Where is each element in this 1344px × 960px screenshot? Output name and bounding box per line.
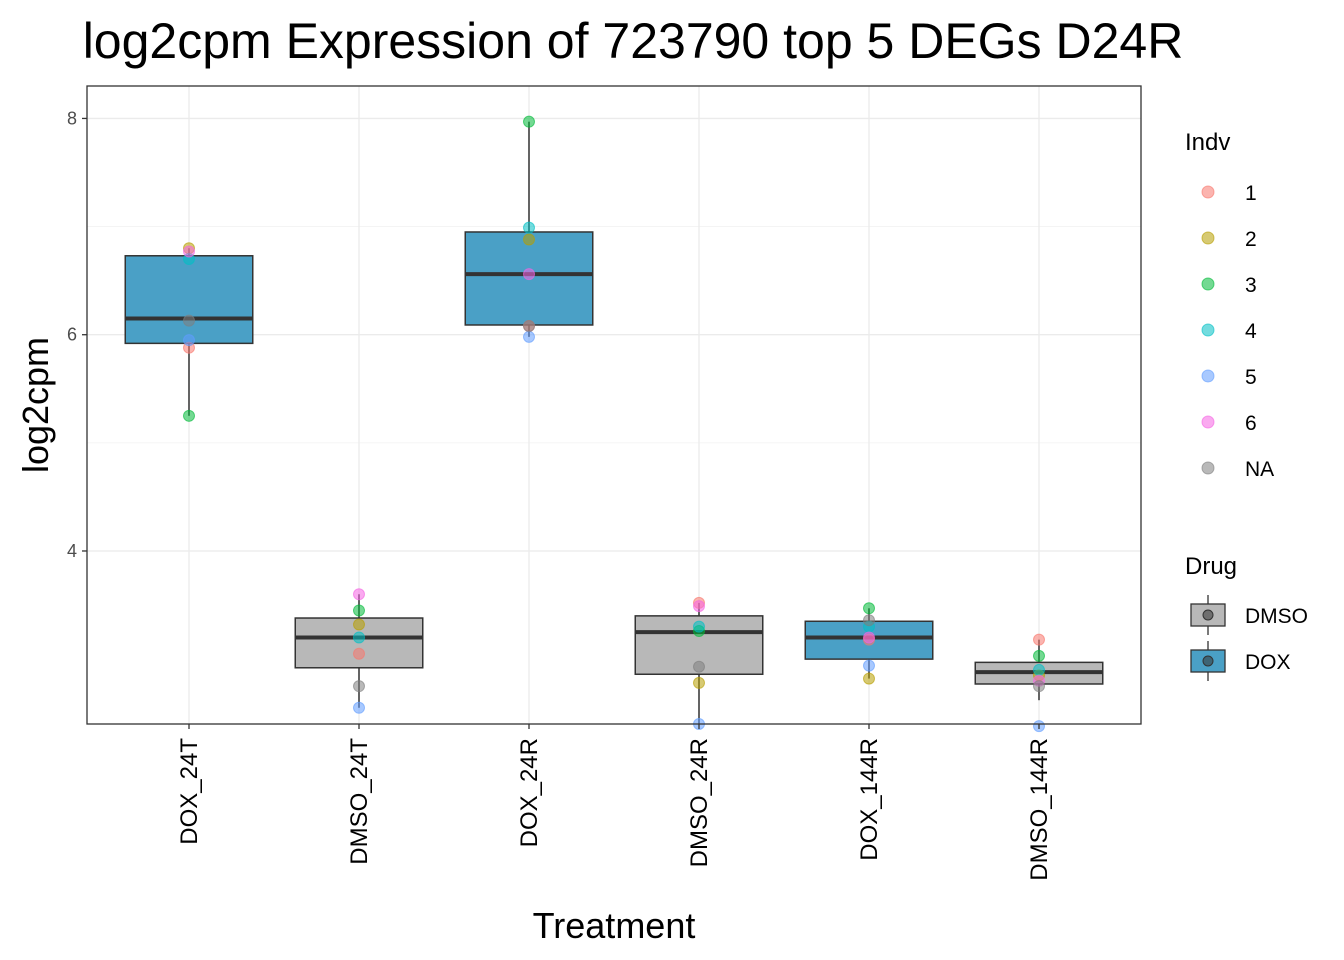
x-tick-label: DOX_24R xyxy=(516,738,543,847)
y-tick-label: 8 xyxy=(67,108,77,128)
legend-indv-label: NA xyxy=(1245,458,1274,481)
point-indv-6 xyxy=(523,268,535,281)
point-indv-1 xyxy=(1033,633,1045,646)
point-indv-4 xyxy=(693,620,705,633)
legend-indv-key xyxy=(1201,231,1215,245)
legend-indv-label: 4 xyxy=(1245,320,1257,343)
point-indv-4 xyxy=(1033,663,1045,676)
point-indv-NA xyxy=(693,660,705,673)
legend-indv-key xyxy=(1201,185,1215,199)
point-indv-2 xyxy=(523,233,535,246)
boxplot-layer xyxy=(124,121,1104,724)
legend-indv-key xyxy=(1201,369,1215,383)
point-indv-6 xyxy=(693,600,705,613)
point-indv-3 xyxy=(1033,649,1045,662)
x-tick-label: DMSO_24R xyxy=(686,738,713,867)
legend-drug-point xyxy=(1202,655,1214,667)
box-DOX_24T xyxy=(124,255,254,345)
point-indv-3 xyxy=(863,602,875,615)
plot-panel xyxy=(87,86,1141,724)
point-indv-4 xyxy=(353,631,365,644)
legend-indv-label: 6 xyxy=(1245,412,1257,435)
x-axis: DOX_24T DMSO_24T DOX_24R DMSO_24R DOX_144R DM… xyxy=(176,724,1053,881)
legend-drug-label: DOX xyxy=(1245,651,1291,674)
point-indv-3 xyxy=(523,115,535,128)
chart-title: log2cpm Expression of 723790 top 5 DEGs … xyxy=(83,13,1184,69)
point-indv-NA xyxy=(523,320,535,333)
x-tick-label: DOX_24T xyxy=(176,738,203,845)
legend-indv-key xyxy=(1201,415,1215,429)
point-indv-3 xyxy=(183,409,195,422)
point-indv-3 xyxy=(353,604,365,617)
point-indv-2 xyxy=(693,676,705,689)
legend-indv-label: 2 xyxy=(1245,228,1257,251)
point-indv-4 xyxy=(523,221,535,234)
legend-indv-key xyxy=(1201,323,1215,337)
legend-indv-key xyxy=(1201,277,1215,291)
point-indv-2 xyxy=(353,618,365,631)
points-layer xyxy=(183,115,1045,733)
point-indv-NA xyxy=(1033,680,1045,693)
point-indv-NA xyxy=(353,680,365,693)
y-tick-label: 4 xyxy=(67,541,77,561)
legend-indv: Indv 1 2 3 4 5 6 NA xyxy=(1185,129,1274,481)
legend-indv-title: Indv xyxy=(1185,129,1230,156)
y-axis-title: log2cpm xyxy=(15,337,56,473)
legend-drug-point xyxy=(1202,609,1214,621)
x-tick-label: DMSO_24T xyxy=(346,738,373,865)
y-axis: 4 6 8 xyxy=(67,108,87,561)
point-indv-1 xyxy=(353,647,365,660)
legend-indv-label: 5 xyxy=(1245,366,1257,389)
legend-drug: Drug DMSO DOX xyxy=(1185,553,1308,681)
legend-drug-label: DMSO xyxy=(1245,605,1308,628)
plot-border xyxy=(86,85,1142,725)
point-indv-2 xyxy=(863,672,875,685)
y-tick-label: 6 xyxy=(67,325,77,345)
point-indv-6 xyxy=(353,588,365,601)
legend-drug-title: Drug xyxy=(1185,553,1237,580)
legend-indv-label: 1 xyxy=(1245,182,1257,205)
point-indv-NA xyxy=(863,614,875,627)
point-indv-6 xyxy=(183,245,195,258)
point-indv-5 xyxy=(353,701,365,714)
point-indv-6 xyxy=(863,631,875,644)
point-indv-5 xyxy=(863,659,875,672)
point-indv-5 xyxy=(523,330,535,343)
x-axis-title: Treatment xyxy=(533,905,696,946)
x-tick-label: DMSO_144R xyxy=(1026,738,1053,881)
legend-indv-key xyxy=(1201,461,1215,475)
legend-indv-label: 3 xyxy=(1245,274,1257,297)
point-indv-NA xyxy=(183,314,195,327)
x-tick-label: DOX_144R xyxy=(856,738,883,861)
point-indv-5 xyxy=(183,334,195,347)
